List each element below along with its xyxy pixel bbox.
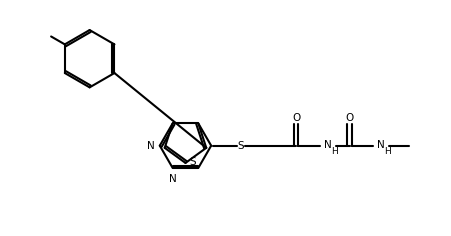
Text: N: N <box>168 174 176 184</box>
Text: S: S <box>237 141 244 151</box>
Text: H: H <box>330 147 337 156</box>
Text: N: N <box>147 141 155 151</box>
Text: H: H <box>383 147 390 156</box>
Text: N: N <box>323 140 331 150</box>
Text: N: N <box>377 140 384 150</box>
Text: O: O <box>345 113 353 123</box>
Text: S: S <box>189 157 196 167</box>
Text: O: O <box>291 113 299 123</box>
